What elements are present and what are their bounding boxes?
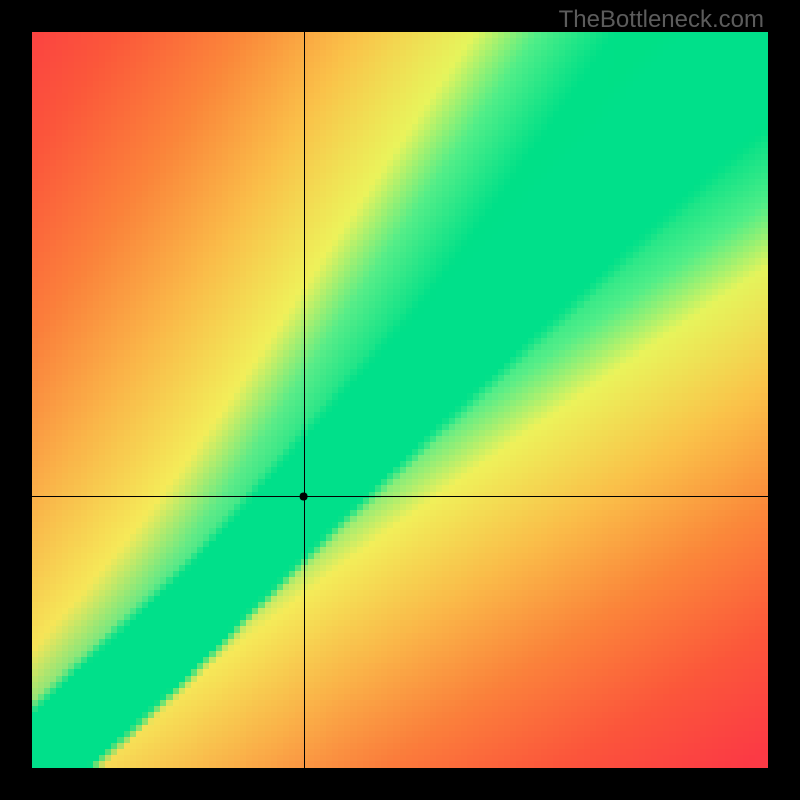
bottleneck-heatmap [32,32,768,768]
chart-container: TheBottleneck.com [0,0,800,800]
watermark-label: TheBottleneck.com [559,6,764,34]
